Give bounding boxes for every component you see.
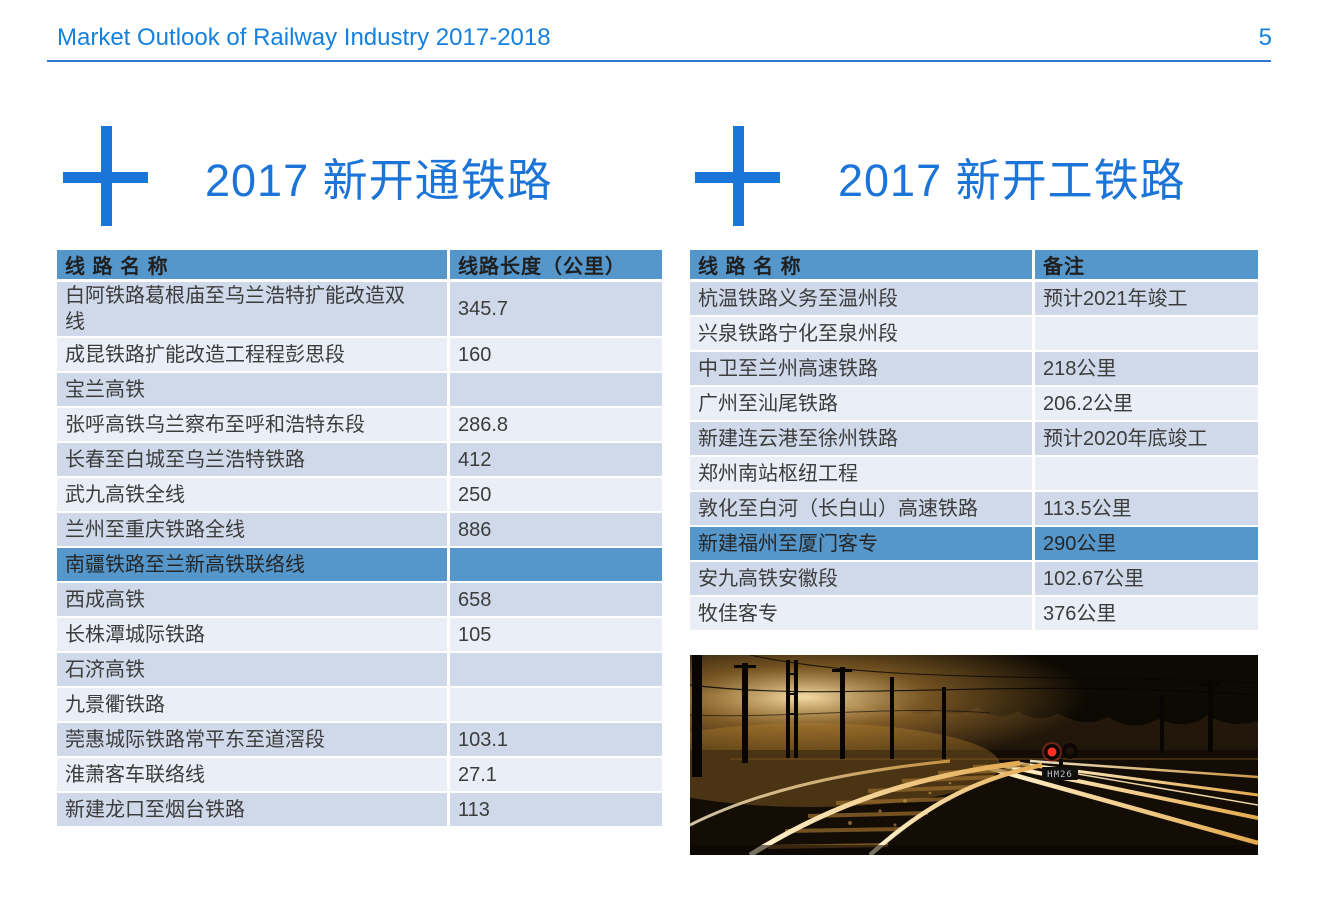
- line-value-cell: 250: [450, 478, 662, 513]
- line-name-cell: 九景衢铁路: [57, 688, 450, 723]
- table-row: 长株潭城际铁路 105: [57, 618, 662, 653]
- line-name-cell: 新建福州至厦门客专: [690, 527, 1035, 562]
- line-name-cell: 广州至汕尾铁路: [690, 387, 1035, 422]
- line-name-cell: 兴泉铁路宁化至泉州段: [690, 317, 1035, 352]
- line-value-cell: 286.8: [450, 408, 662, 443]
- line-value-cell: 206.2公里: [1035, 387, 1258, 422]
- table-row: 张呼高铁乌兰察布至呼和浩特东段 286.8: [57, 408, 662, 443]
- line-value-cell: [1035, 457, 1258, 492]
- table-row: 敦化至白河（长白山）高速铁路 113.5公里: [690, 492, 1258, 527]
- table-row: 兴泉铁路宁化至泉州段: [690, 317, 1258, 352]
- table-row: 白阿铁路葛根庙至乌兰浩特扩能改造双线 345.7: [57, 282, 662, 338]
- table-row: 郑州南站枢纽工程: [690, 457, 1258, 492]
- table-row: 安九高铁安徽段 102.67公里: [690, 562, 1258, 597]
- opened-railways-table: 线 路 名 称 线路长度（公里） 白阿铁路葛根庙至乌兰浩特扩能改造双线 345.7…: [57, 250, 662, 828]
- line-name-cell: 长株潭城际铁路: [57, 618, 450, 653]
- line-name-cell: 新建连云港至徐州铁路: [690, 422, 1035, 457]
- table-row: 九景衢铁路: [57, 688, 662, 723]
- line-value-cell: 345.7: [450, 282, 662, 338]
- line-name-cell: 杭温铁路义务至温州段: [690, 282, 1035, 317]
- line-name-cell: 西成高铁: [57, 583, 450, 618]
- table-row: 杭温铁路义务至温州段 预计2021年竣工: [690, 282, 1258, 317]
- line-name-cell: 武九高铁全线: [57, 478, 450, 513]
- plus-icon: [695, 126, 780, 226]
- line-value-cell: 103.1: [450, 723, 662, 758]
- line-name-cell: 兰州至重庆铁路全线: [57, 513, 450, 548]
- line-name-cell: 郑州南站枢纽工程: [690, 457, 1035, 492]
- line-value-cell: [450, 373, 662, 408]
- line-name-cell: 新建龙口至烟台铁路: [57, 793, 450, 828]
- line-value-cell: [450, 688, 662, 723]
- table-header-row: 线 路 名 称 备注: [690, 250, 1258, 282]
- column-header-line-name: 线 路 名 称: [57, 250, 450, 282]
- line-value-cell: 218公里: [1035, 352, 1258, 387]
- line-value-cell: 886: [450, 513, 662, 548]
- line-name-cell: 石济高铁: [57, 653, 450, 688]
- line-name-cell: 长春至白城至乌兰浩特铁路: [57, 443, 450, 478]
- page-number: 5: [1258, 24, 1272, 51]
- line-name-cell: 牧佳客专: [690, 597, 1035, 632]
- line-name-cell: 淮萧客车联络线: [57, 758, 450, 793]
- plus-icon-horizontal-bar: [695, 172, 780, 183]
- table-row: 南疆铁路至兰新高铁联络线: [57, 548, 662, 583]
- line-name-cell: 安九高铁安徽段: [690, 562, 1035, 597]
- table-row: 石济高铁: [57, 653, 662, 688]
- table-row: 成昆铁路扩能改造工程程彭思段 160: [57, 338, 662, 373]
- line-value-cell: [450, 653, 662, 688]
- table-row: 武九高铁全线 250: [57, 478, 662, 513]
- line-name-cell: 张呼高铁乌兰察布至呼和浩特东段: [57, 408, 450, 443]
- signal-light-icon: HM26: [1042, 742, 1078, 785]
- railway-photo: HM26: [690, 655, 1258, 855]
- started-railways-table: 线 路 名 称 备注 杭温铁路义务至温州段 预计2021年竣工 兴泉铁路宁化至泉州段…: [690, 250, 1258, 632]
- page-title: Market Outlook of Railway Industry 2017-…: [57, 24, 551, 51]
- section-title-opened: 2017 新开通铁路: [205, 155, 553, 206]
- column-header-line-length: 线路长度（公里）: [450, 250, 662, 282]
- line-value-cell: 658: [450, 583, 662, 618]
- line-value-cell: 412: [450, 443, 662, 478]
- line-value-cell: [1035, 317, 1258, 352]
- line-name-cell: 白阿铁路葛根庙至乌兰浩特扩能改造双线: [57, 282, 450, 338]
- line-value-cell: [450, 548, 662, 583]
- table-row: 兰州至重庆铁路全线 886: [57, 513, 662, 548]
- line-value-cell: 预计2020年底竣工: [1035, 422, 1258, 457]
- signal-label: HM26: [1047, 770, 1073, 780]
- line-value-cell: 预计2021年竣工: [1035, 282, 1258, 317]
- table-row: 莞惠城际铁路常平东至道滘段 103.1: [57, 723, 662, 758]
- line-value-cell: 290公里: [1035, 527, 1258, 562]
- table-row: 西成高铁 658: [57, 583, 662, 618]
- table-row: 新建龙口至烟台铁路 113: [57, 793, 662, 828]
- table-row: 牧佳客专 376公里: [690, 597, 1258, 632]
- table-row: 中卫至兰州高速铁路 218公里: [690, 352, 1258, 387]
- plus-icon: [63, 126, 148, 226]
- header-rule: [47, 60, 1271, 62]
- line-value-cell: 160: [450, 338, 662, 373]
- railway-photo-art: HM26: [690, 655, 1258, 855]
- table-row: 新建福州至厦门客专 290公里: [690, 527, 1258, 562]
- column-header-remark: 备注: [1035, 250, 1258, 282]
- table-row: 新建连云港至徐州铁路 预计2020年底竣工: [690, 422, 1258, 457]
- line-value-cell: 113: [450, 793, 662, 828]
- line-value-cell: 376公里: [1035, 597, 1258, 632]
- line-name-cell: 成昆铁路扩能改造工程程彭思段: [57, 338, 450, 373]
- table-header-row: 线 路 名 称 线路长度（公里）: [57, 250, 662, 282]
- column-header-line-name: 线 路 名 称: [690, 250, 1035, 282]
- line-value-cell: 113.5公里: [1035, 492, 1258, 527]
- plus-icon-horizontal-bar: [63, 172, 148, 183]
- table-row: 宝兰高铁: [57, 373, 662, 408]
- line-name-cell: 敦化至白河（长白山）高速铁路: [690, 492, 1035, 527]
- line-name-cell: 南疆铁路至兰新高铁联络线: [57, 548, 450, 583]
- line-name-cell: 莞惠城际铁路常平东至道滘段: [57, 723, 450, 758]
- section-title-started: 2017 新开工铁路: [838, 155, 1186, 206]
- line-value-cell: 105: [450, 618, 662, 653]
- table-row: 广州至汕尾铁路 206.2公里: [690, 387, 1258, 422]
- table-row: 长春至白城至乌兰浩特铁路 412: [57, 443, 662, 478]
- line-value-cell: 27.1: [450, 758, 662, 793]
- line-value-cell: 102.67公里: [1035, 562, 1258, 597]
- line-name-cell: 中卫至兰州高速铁路: [690, 352, 1035, 387]
- table-row: 淮萧客车联络线 27.1: [57, 758, 662, 793]
- line-name-cell: 宝兰高铁: [57, 373, 450, 408]
